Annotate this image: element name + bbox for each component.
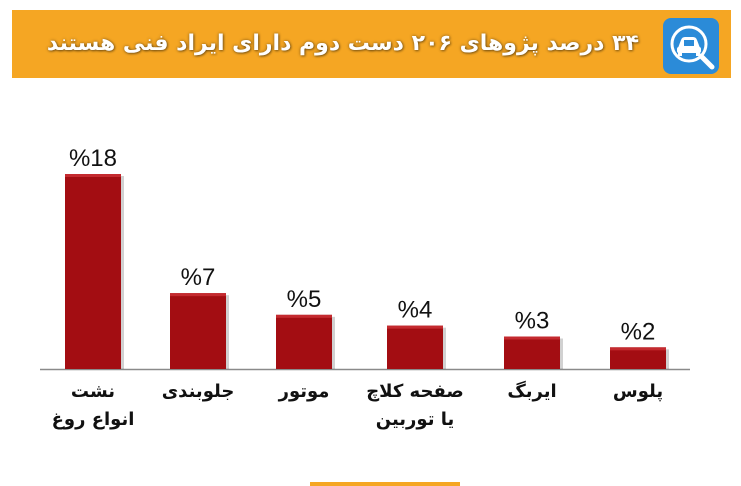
data-label: %3: [515, 308, 550, 335]
bar-highlight: [276, 314, 332, 318]
chart-title: ۳۴ درصد پژوهای ۲۰۶ دست دوم دارای ایراد ف…: [46, 31, 639, 56]
bar-1: [65, 174, 121, 369]
category-label: ایربگ: [507, 380, 556, 402]
bar-highlight: [387, 325, 443, 329]
bar-highlight: [65, 174, 121, 177]
car-inspection-icon: [663, 18, 719, 74]
header-banner: ۳۴ درصد پژوهای ۲۰۶ دست دوم دارای ایراد ف…: [12, 10, 731, 78]
bar-3: [276, 314, 332, 369]
category-label: جلوبندی: [162, 381, 235, 402]
bar-highlight: [504, 336, 560, 340]
bar-5: [504, 336, 560, 369]
bar-highlight: [170, 293, 226, 297]
category-label: انواع روغ: [52, 409, 135, 430]
bar-4: [387, 325, 443, 369]
category-label: نشت: [71, 381, 115, 402]
bar-highlight: [610, 347, 666, 351]
data-label: %5: [287, 286, 322, 313]
bar-6: [610, 347, 666, 369]
category-label: یا توربین: [376, 409, 455, 430]
category-label: موتور: [278, 381, 330, 402]
category-label: پلوس: [613, 381, 663, 402]
bar-2: [170, 293, 226, 369]
data-label: %2: [621, 318, 656, 345]
category-label: صفحه کلاچ: [366, 381, 464, 402]
data-label: %18: [69, 145, 117, 172]
data-label: %7: [181, 264, 216, 291]
data-label: %4: [398, 297, 433, 324]
decorative-strip: [310, 482, 460, 486]
